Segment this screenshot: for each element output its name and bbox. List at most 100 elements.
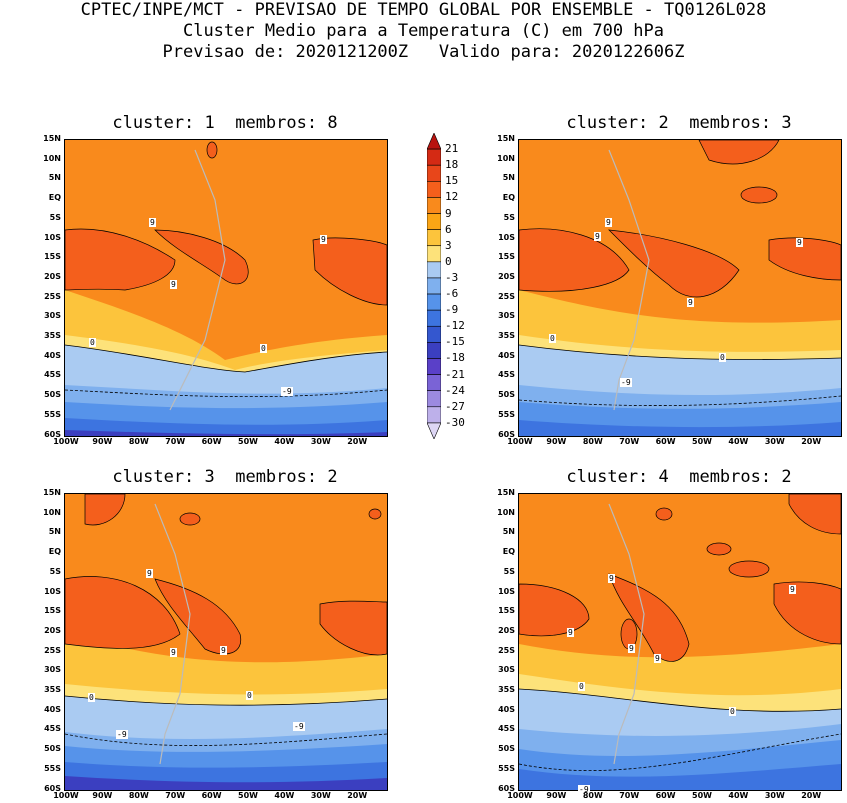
colorbar-swatch [427, 358, 441, 375]
panel-2-contour-label: 9 [687, 298, 694, 307]
colorbar-label: 18 [445, 158, 459, 172]
lon-tick-label: 100W [53, 437, 79, 446]
lon-tick-label: 70W [165, 791, 186, 800]
lat-tick-label: 5N [502, 527, 515, 537]
lat-tick-label: 35S [44, 331, 61, 340]
lat-tick-label: 35S [44, 685, 61, 694]
lat-tick-label: EQ [502, 193, 515, 203]
panel-1-contour-label: -9 [281, 387, 293, 396]
lon-tick-label: 40W [728, 437, 749, 446]
lat-tick-label: 15S [44, 252, 61, 262]
lon-tick-label: 60W [655, 791, 676, 800]
panel-4-contour-label: 9 [567, 628, 574, 637]
lon-tick-label: 60W [655, 437, 676, 446]
colorbar-label: -9 [445, 303, 459, 317]
panel-4-contour-label: 0 [578, 682, 585, 691]
panel-4-contour-label: 0 [729, 707, 736, 716]
lat-tick-label: 10N [497, 153, 515, 163]
colorbar-swatch [427, 148, 441, 166]
colorbar-swatch [427, 309, 441, 327]
panel-3-contour-label: 9 [220, 646, 227, 655]
lon-tick-label: 70W [165, 437, 186, 446]
panel-3-contour-label: 9 [146, 569, 153, 578]
lat-tick-label: 30S [44, 311, 61, 321]
panel-1-contour-label: 9 [149, 218, 156, 227]
lon-tick-label: 70W [619, 437, 640, 446]
panel-2-contour-label: -9 [620, 378, 632, 387]
colorbar-label: 3 [445, 238, 452, 252]
lon-tick-label: 100W [507, 791, 533, 800]
lat-tick-label: 35S [498, 331, 515, 340]
lat-tick-label: 60S [498, 429, 515, 439]
lon-tick-label: 100W [507, 437, 533, 446]
lat-tick-label: 10N [497, 507, 515, 517]
lon-tick-label: 80W [128, 437, 149, 446]
lat-tick-label: 55S [498, 763, 515, 773]
lat-tick-label: 40S [44, 704, 61, 714]
panel-3-title: cluster: 3 membros: 2 [112, 467, 338, 487]
colorbar-label: 15 [445, 174, 459, 188]
lon-tick-label: 50W [238, 437, 258, 446]
lat-tick-label: 50S [44, 744, 61, 754]
lat-tick-label: 20S [498, 625, 515, 635]
colorbar-label: 12 [445, 190, 459, 204]
colorbar-swatch [427, 390, 441, 408]
colorbar-label: -18 [445, 351, 465, 365]
colorbar-label: 0 [445, 254, 452, 268]
map-panel-cluster-1 [64, 139, 388, 437]
lat-tick-label: 45S [498, 370, 515, 380]
panel-3-contour-label: 0 [88, 693, 95, 702]
colorbar-label: -15 [445, 335, 465, 349]
lat-tick-label: 50S [44, 390, 61, 400]
colorbar-swatch [427, 261, 441, 279]
header-dates: Previsao de: 2020121200Z Valido para: 20… [162, 42, 685, 62]
lat-tick-label: 45S [44, 724, 61, 734]
lon-tick-label: 60W [201, 437, 222, 446]
panel-1-contour-label: 0 [89, 338, 96, 347]
panel-1-contour-label: 9 [170, 280, 177, 289]
lat-tick-label: 30S [498, 311, 515, 321]
panel-3-contour-label: -9 [293, 722, 305, 731]
colorbar-swatch [427, 197, 441, 214]
map-panel-cluster-4 [518, 493, 842, 791]
lat-tick-label: 10S [44, 232, 61, 242]
lon-tick-label: 40W [274, 437, 295, 446]
panel-1-contour-label: 9 [320, 235, 327, 244]
header-subtitle: Cluster Medio para a Temperatura (C) em … [182, 21, 665, 41]
colorbar-swatch [427, 229, 441, 247]
lat-tick-label: 5S [503, 566, 515, 576]
panel-2-contour-label: 9 [594, 232, 601, 241]
lon-tick-label: 90W [546, 791, 567, 800]
colorbar-swatch [427, 181, 441, 198]
lat-tick-label: 5S [49, 212, 61, 222]
panel-1-title: cluster: 1 membros: 8 [112, 113, 338, 133]
panel-4-contour-label: 9 [654, 654, 661, 663]
colorbar-swatch [427, 245, 441, 263]
lat-tick-label: 15S [44, 606, 61, 616]
panel-1-contour-label: 0 [260, 344, 267, 353]
lat-tick-label: EQ [502, 547, 515, 557]
lat-tick-label: 10S [498, 232, 515, 242]
colorbar-swatch [427, 374, 441, 391]
lat-tick-label: 45S [498, 724, 515, 734]
map-panel-cluster-2 [518, 139, 842, 437]
lat-tick-label: 20S [498, 271, 515, 281]
lat-tick-label: 55S [44, 409, 61, 419]
panel-4-contour-label: 9 [608, 574, 615, 583]
lat-tick-label: 5N [48, 173, 61, 183]
panel-3-contour-label: 9 [170, 648, 177, 657]
panel-2-contour-label: 9 [796, 238, 803, 247]
lat-tick-label: 15S [498, 606, 515, 616]
colorbar-swatch [427, 277, 441, 295]
colorbar-swatch [427, 213, 441, 230]
colorbar-label: 21 [445, 142, 459, 156]
lat-tick-label: 55S [44, 763, 61, 773]
colorbar-label: 6 [445, 222, 452, 236]
lon-tick-label: 50W [692, 437, 712, 446]
lat-tick-label: 30S [498, 665, 515, 675]
panel-4-contour-label: 9 [628, 644, 635, 653]
colorbar [427, 133, 441, 439]
lon-tick-label: 50W [238, 791, 258, 800]
lon-tick-label: 80W [128, 791, 149, 800]
lon-tick-label: 90W [92, 791, 113, 800]
